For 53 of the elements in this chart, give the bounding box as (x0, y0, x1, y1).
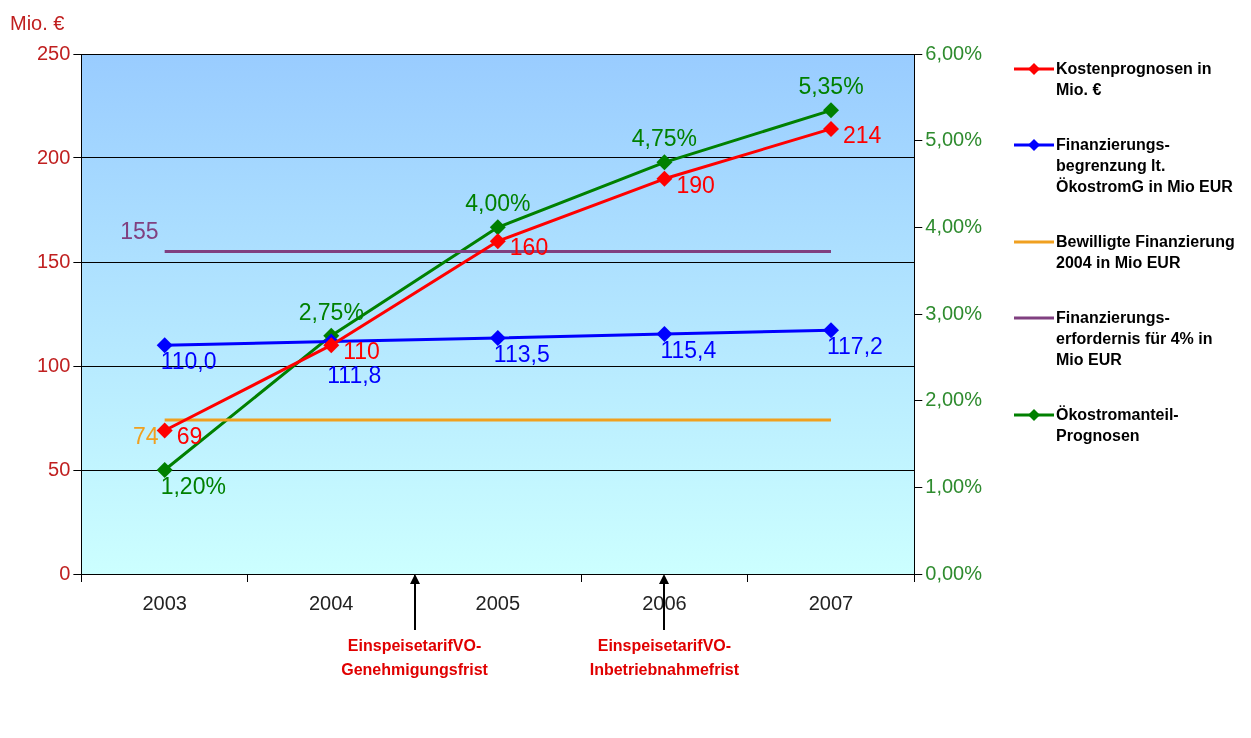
y-tick-label: 150 (36, 249, 71, 272)
point (823, 322, 839, 339)
data-label: 115,4 (660, 336, 717, 363)
data-label: 110 (343, 338, 380, 365)
legend-label: Kostenprognosen in Mio. € (1056, 59, 1213, 100)
y-axis-title: Mio. € (10, 11, 65, 34)
data-label: 4,75% (631, 125, 698, 152)
y-tick-label: 50 (48, 457, 71, 480)
x-tick-label: 2007 (808, 591, 854, 614)
y2-tick-label: 5,00% (925, 128, 983, 151)
data-label: 69 (176, 423, 203, 450)
y-tick-label: 100 (36, 353, 71, 376)
point (156, 462, 173, 478)
data-label: 4,00% (465, 190, 531, 217)
y2-tick-label: 1,00% (925, 474, 983, 497)
legend-label: Finanzierungs-erfordernis für 4% in Mio EUR (1056, 308, 1214, 370)
point (656, 154, 673, 171)
point (489, 329, 506, 346)
legend-label: Ökostromanteil-Prognosen (1056, 404, 1180, 446)
legend-label: Finanzierungs-begrenzung lt. ÖkostromG in Mio EUR (1056, 135, 1234, 197)
y2-tick-label: 6,00% (925, 41, 983, 64)
data-label: 74 (133, 422, 159, 449)
point (156, 422, 173, 439)
y2-tick-label: 3,00% (925, 301, 983, 324)
y-tick-label: 200 (36, 145, 71, 168)
data-label: 2,75% (298, 298, 364, 325)
data-label: 1,20% (160, 472, 226, 499)
x-tick-label: 2005 (475, 591, 521, 614)
text: EinspeisetarifVO-Inbetriebnahmefrist (589, 636, 740, 680)
point (323, 337, 340, 354)
text: EinspeisetarifVO-Genehmigungsfrist (341, 636, 488, 680)
point (656, 325, 673, 342)
data-label: 5,35% (798, 73, 864, 100)
data-label: 214 (843, 121, 882, 148)
point (489, 233, 506, 250)
y-tick-label: 250 (36, 41, 71, 64)
point (489, 219, 506, 236)
data-label: 111,8 (327, 362, 382, 389)
y2-tick-label: 4,00% (925, 214, 983, 237)
y2-tick-label: 0,00% (925, 561, 983, 584)
x-tick-label: 2004 (309, 591, 354, 614)
point (656, 170, 673, 187)
data-label: 190 (676, 171, 715, 198)
point (823, 120, 839, 137)
data-label: 117,2 (827, 333, 883, 360)
y2-tick-label: 2,00% (925, 388, 983, 411)
data-label: 113,5 (493, 340, 550, 367)
x-tick-label: 2003 (142, 591, 187, 614)
point (156, 337, 173, 354)
y-tick-label: 0 (59, 561, 71, 584)
point (823, 102, 839, 119)
data-label: 155 (120, 218, 159, 245)
legend-label: Bewilligte Finanzierung 2004 in Mio EUR (1056, 232, 1236, 273)
